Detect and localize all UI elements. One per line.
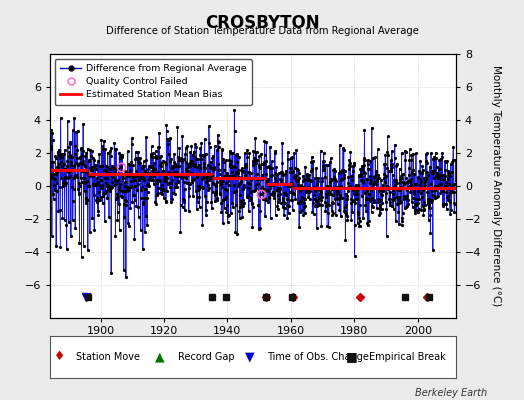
Text: Berkeley Earth: Berkeley Earth: [415, 388, 487, 398]
Text: Empirical Break: Empirical Break: [368, 352, 445, 362]
Text: Difference of Station Temperature Data from Regional Average: Difference of Station Temperature Data f…: [105, 26, 419, 36]
Text: ▲: ▲: [156, 350, 165, 364]
Text: ■: ■: [346, 350, 358, 364]
Text: ♦: ♦: [54, 350, 65, 364]
Text: ▼: ▼: [245, 350, 254, 364]
Text: Time of Obs. Change: Time of Obs. Change: [267, 352, 369, 362]
Legend: Difference from Regional Average, Quality Control Failed, Estimated Station Mean: Difference from Regional Average, Qualit…: [54, 59, 252, 105]
Text: CROSBYTON: CROSBYTON: [205, 14, 319, 32]
Y-axis label: Monthly Temperature Anomaly Difference (°C): Monthly Temperature Anomaly Difference (…: [491, 65, 501, 307]
Text: Record Gap: Record Gap: [178, 352, 234, 362]
Text: Station Move: Station Move: [76, 352, 140, 362]
